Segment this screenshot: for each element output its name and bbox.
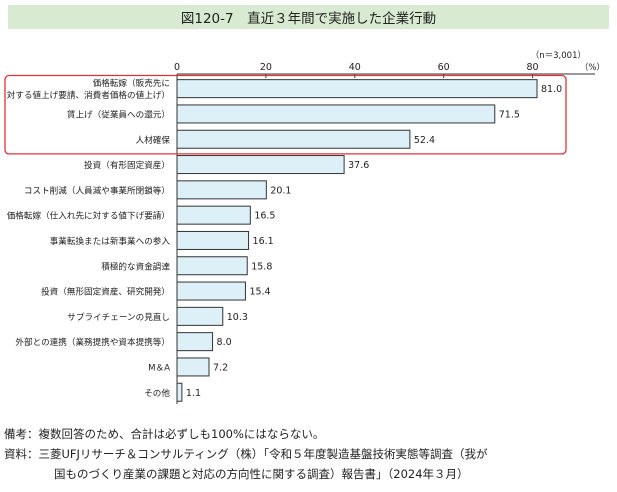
- notes: 備考：複数回答のため、合計は必ずしも100%にはならない。 資料：三菱UFJリサ…: [4, 424, 614, 484]
- category-label: コスト削減（人員減や事業所閉鎖等）: [24, 184, 170, 196]
- bar: [176, 357, 210, 377]
- chart-area: （n＝3,001） （%） 0 20 40 60 80 81.0 価格転嫁（販売先に 対する値上げ…: [0, 34, 617, 418]
- x-tick-label: 60: [438, 62, 450, 73]
- note-biko: 備考：複数回答のため、合計は必ずしも100%にはならない。: [4, 427, 325, 441]
- x-tick-label: 20: [260, 62, 272, 73]
- category-label: 投資（無形固定資産、研究開発）: [41, 286, 170, 298]
- x-tick-label: 40: [349, 62, 361, 73]
- category-label: 事業転換または新事業への参入: [50, 235, 171, 247]
- bar-value-label: 16.1: [253, 236, 274, 247]
- category-label: 人材確保: [136, 134, 171, 146]
- bar: [176, 382, 183, 402]
- sample-size-label: （n＝3,001）: [531, 50, 586, 61]
- bar-value-label: 20.1: [270, 185, 291, 196]
- bar-value-label: 1.1: [186, 388, 201, 399]
- bar: [176, 205, 251, 225]
- bar: [176, 180, 267, 200]
- bar-value-label: 81.0: [541, 84, 562, 95]
- category-label: サプライチェーンの見直し: [67, 311, 170, 323]
- bar-value-label: 37.6: [348, 160, 369, 171]
- bar: [176, 79, 538, 99]
- bar: [176, 306, 224, 326]
- bar-value-label: 10.3: [227, 312, 248, 323]
- bar-value-label: 52.4: [414, 135, 435, 146]
- bar: [176, 332, 214, 352]
- bar-value-label: 7.2: [213, 362, 228, 373]
- category-label: 価格転嫁（販売先に: [93, 77, 170, 89]
- bar: [176, 129, 411, 149]
- category-label: 外部との連携（業務提携や資本提携等）: [15, 336, 170, 348]
- bar: [176, 104, 496, 124]
- category-label: M＆A: [148, 363, 170, 373]
- bar-value-label: 15.4: [249, 287, 270, 298]
- category-label: その他: [144, 387, 170, 399]
- category-label: 賃上げ（従業員への還元）: [67, 108, 170, 120]
- bar-value-label: 15.8: [251, 261, 272, 272]
- bar: [176, 230, 250, 250]
- bar-value-label: 8.0: [217, 337, 232, 348]
- bar: [176, 281, 246, 301]
- bar: [176, 155, 345, 175]
- bar-value-label: 71.5: [499, 109, 520, 120]
- highlight-box: [4, 74, 567, 155]
- figure-title: 図120-7 直近３年間で実施した企業行動: [180, 11, 437, 27]
- category-label: 対する値上げ要請、消費者価格の値上げ）: [7, 89, 170, 101]
- unit-label: （%）: [580, 62, 605, 73]
- note-source-1: 資料：三菱UFJリサーチ＆コンサルティング（株）「令和５年度製造基盤技術実態等調…: [4, 447, 488, 461]
- note-source-2: 国ものづくり産業の課題と対応の方向性に関する調査）報告書」（2024年３月）: [54, 467, 469, 481]
- bar-value-label: 16.5: [254, 211, 275, 222]
- x-tick-label: 80: [527, 62, 539, 73]
- category-label: 投資（有形固定資産）: [84, 159, 170, 171]
- x-tick-label: 0: [174, 62, 180, 73]
- figure-title-bar: 図120-7 直近３年間で実施した企業行動: [8, 5, 609, 29]
- category-label: 価格転嫁（仕入れ先に対する値下げ要請）: [7, 210, 170, 222]
- bar: [176, 256, 248, 276]
- category-label: 積極的な資金調達: [101, 260, 170, 272]
